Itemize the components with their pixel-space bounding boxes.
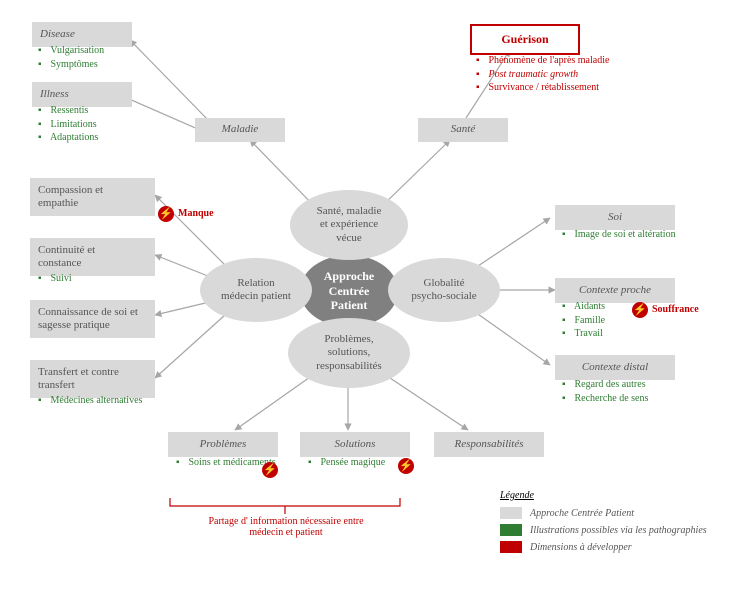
legend-sw-2 <box>500 541 522 553</box>
node-responsabilites: Responsabilités <box>434 432 544 457</box>
legend: Légende Approche Centrée Patient Illustr… <box>500 490 730 558</box>
legend-sw-0 <box>500 507 522 519</box>
petal-top: Santé, maladie et expérience vécue <box>290 190 408 260</box>
petal-bottom: Problèmes, solutions, responsabilités <box>288 318 410 388</box>
anno-ctx-distal: ▪ Regard des autres ▪ Recherche de sens <box>560 378 648 405</box>
anno-guerison: ▪ Phénomène de l'après maladie ▪ Post tr… <box>474 54 714 95</box>
legend-title: Légende <box>500 490 730 501</box>
bolt-problemes: ⚡ <box>262 462 278 478</box>
node-transfert: Transfert et contre transfert <box>30 360 155 398</box>
anno-transfert: ▪ Médecines alternatives <box>36 394 142 408</box>
petal-right: Globalité psycho-sociale <box>388 258 500 322</box>
node-compassion: Compassion et empathie <box>30 178 155 216</box>
node-continuite: Continuité et constance <box>30 238 155 276</box>
bolt-manque: ⚡ <box>158 206 174 222</box>
legend-sw-1 <box>500 524 522 536</box>
legend-label-1: Illustrations possibles via les pathogra… <box>530 525 707 536</box>
anno-solutions: ▪ Pensée magique <box>306 456 385 470</box>
label-souffrance: Souffrance <box>652 304 699 315</box>
node-maladie: Maladie <box>195 118 285 142</box>
center-approche: Approche Centrée Patient <box>300 255 398 327</box>
legend-label-2: Dimensions à développer <box>530 542 632 553</box>
legend-label-0: Approche Centrée Patient <box>530 508 634 519</box>
node-guerison: Guérison <box>470 24 580 55</box>
petal-left: Relation médecin patient <box>200 258 312 322</box>
anno-illness: ▪ Ressentis ▪ Limitations ▪ Adaptations <box>36 104 98 145</box>
bolt-souffrance: ⚡ <box>632 302 648 318</box>
node-connaissance: Connaissance de soi et sagesse pratique <box>30 300 155 338</box>
node-problemes: Problèmes <box>168 432 278 457</box>
anno-disease: ▪ Vulgarisation ▪ Symptômes <box>36 44 104 71</box>
anno-ctx-proche: ▪ Aidants ▪ Famille ▪ Travail <box>560 300 605 341</box>
node-sante: Santé <box>418 118 508 142</box>
node-soi: Soi <box>555 205 675 230</box>
bracket-text: Partage d' information nécessaire entre … <box>176 516 396 538</box>
bolt-solutions: ⚡ <box>398 458 414 474</box>
anno-soi: ▪ Image de soi et altération <box>560 228 676 242</box>
label-manque: Manque <box>178 208 214 219</box>
node-ctx-distal: Contexte distal <box>555 355 675 380</box>
anno-problemes: ▪ Soins et médicaments <box>174 456 276 470</box>
node-solutions: Solutions <box>300 432 410 457</box>
anno-continuite: ▪ Suivi <box>36 272 72 286</box>
